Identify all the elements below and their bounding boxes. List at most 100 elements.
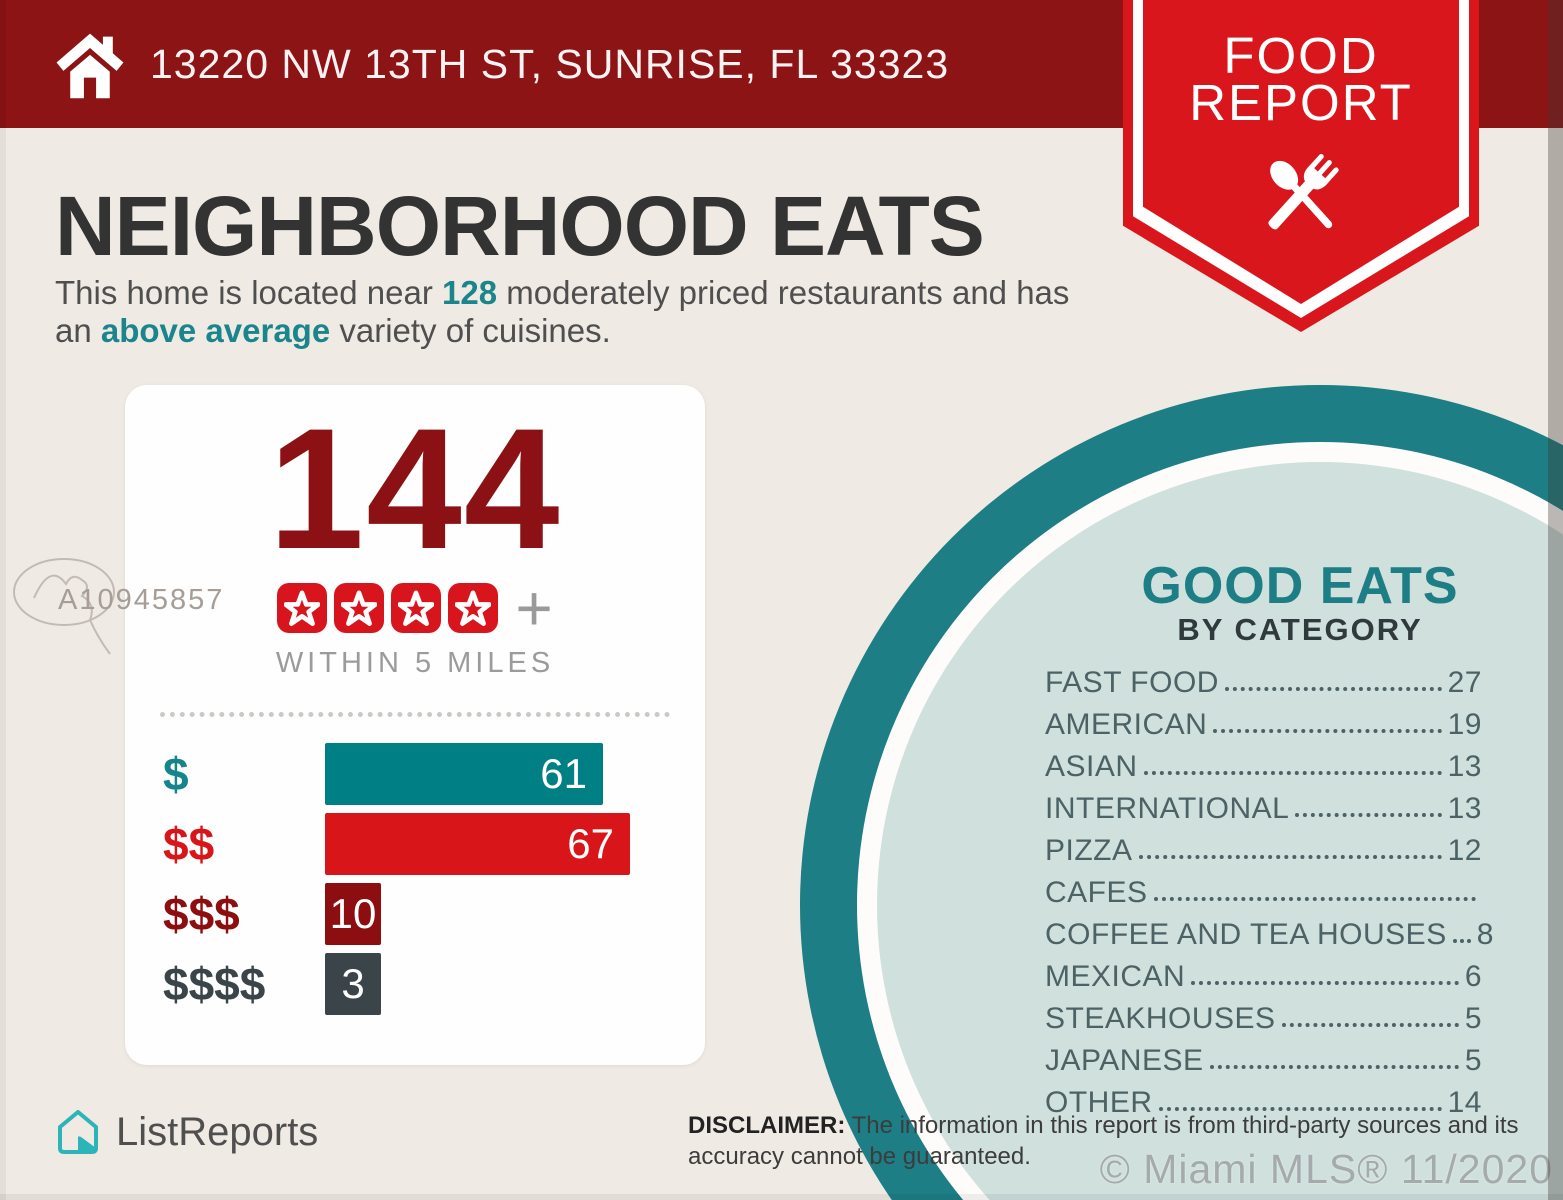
- price-tier-row: $$ 67: [125, 813, 705, 875]
- category-row: PIZZA 12: [1045, 826, 1482, 868]
- dotted-leader: [1191, 981, 1459, 985]
- category-value: 27: [1447, 666, 1482, 699]
- restaurant-count-card: 144 + WITHIN 5 MILES $ 61 $$: [125, 385, 705, 1065]
- disclaimer: DISCLAIMER: The information in this repo…: [688, 1110, 1519, 1172]
- mls-logo-watermark: [13, 558, 115, 655]
- category-label: STEAKHOUSES: [1045, 1002, 1276, 1035]
- page-title: NEIGHBORHOOD EATS: [55, 179, 985, 273]
- dotted-leader: [1138, 855, 1442, 859]
- mls-credit-watermark: © Miami MLS® 11/2020: [1099, 1146, 1553, 1192]
- property-address: 13220 NW 13TH ST, SUNRISE, FL 33323: [150, 40, 950, 87]
- price-tier-label: $$$$: [163, 958, 266, 1010]
- disclaimer-line1: The information in this report is from t…: [845, 1112, 1519, 1139]
- disclaimer-line2: accuracy cannot be guaranteed.: [688, 1143, 1031, 1170]
- price-tier-chart: $ 61 $$ 67 $$$ 10 $$$$ 3: [125, 743, 705, 1015]
- dotted-leader: [1295, 813, 1442, 817]
- price-tier-bar: 61: [325, 743, 603, 805]
- category-row: OTHER 14: [1045, 1078, 1482, 1120]
- category-row: MEXICAN 6: [1045, 952, 1482, 994]
- category-value: 5: [1464, 1044, 1482, 1077]
- category-label: ASIAN: [1045, 750, 1138, 783]
- category-row: AMERICAN 19: [1045, 700, 1482, 742]
- star-icon: [334, 583, 385, 633]
- star-icon: [448, 583, 499, 633]
- plus-icon: +: [515, 572, 553, 644]
- category-value: 13: [1447, 792, 1482, 825]
- ribbon-title-line1: FOOD: [1223, 27, 1379, 84]
- ribbon-title-line2: REPORT: [1189, 74, 1413, 131]
- category-value: 19: [1447, 708, 1482, 741]
- price-tier-label: $: [163, 748, 189, 800]
- category-value: 12: [1447, 834, 1482, 867]
- category-row: CAFES: [1045, 868, 1482, 910]
- good-eats-title: GOOD EATS: [1141, 557, 1459, 615]
- price-tier-label: $$: [163, 818, 215, 870]
- subtitle-text: variety of cuisines.: [330, 312, 611, 349]
- category-value: 14: [1447, 1086, 1482, 1119]
- category-label: MEXICAN: [1045, 960, 1186, 993]
- radius-label: WITHIN 5 MILES: [275, 647, 555, 679]
- price-tier-bar: 3: [325, 953, 381, 1015]
- scan-edge-bottom: [0, 1194, 1563, 1200]
- restaurant-count-highlight: 128: [442, 274, 498, 311]
- category-label: CAFES: [1045, 876, 1148, 909]
- price-tier-bar: 10: [325, 883, 381, 945]
- price-tier-value: 67: [567, 820, 614, 867]
- category-label: JAPANESE: [1045, 1044, 1204, 1077]
- price-tier-value: 10: [329, 890, 377, 937]
- subtitle-text: This home is located near: [55, 274, 443, 311]
- price-tier-label: $$$: [163, 888, 240, 940]
- dotted-leader: [1143, 771, 1442, 775]
- category-value: 13: [1447, 750, 1482, 783]
- star-icon: [391, 583, 442, 633]
- brand-name: ListReports: [116, 1109, 319, 1154]
- rating-stars: +: [125, 572, 705, 644]
- price-tier-value: 3: [341, 960, 365, 1007]
- category-row: INTERNATIONAL 13: [1045, 784, 1482, 826]
- disclaimer-label: DISCLAIMER:: [688, 1112, 846, 1139]
- category-row: JAPANESE 5: [1045, 1036, 1482, 1078]
- scan-edge-right: [1548, 0, 1563, 1200]
- scan-edge-left: [0, 0, 6, 1200]
- dotted-divider: [160, 712, 670, 717]
- category-value: 5: [1464, 1002, 1482, 1035]
- home-icon: [56, 33, 124, 99]
- dotted-leader: [1224, 687, 1442, 691]
- category-row: FAST FOOD 27: [1045, 658, 1482, 700]
- dotted-leader: [1153, 897, 1476, 901]
- category-label: OTHER: [1045, 1086, 1153, 1119]
- category-label: INTERNATIONAL: [1045, 792, 1290, 825]
- category-list: FAST FOOD 27 AMERICAN 19 ASIAN 13 INTERNATI…: [1045, 658, 1493, 1120]
- page-subtitle: This home is located near 128 moderately…: [55, 274, 1115, 350]
- good-eats-subtitle: BY CATEGORY: [1177, 612, 1423, 647]
- category-label: FAST FOOD: [1045, 666, 1219, 699]
- price-tier-row: $$$ 10: [125, 883, 705, 945]
- price-tier-row: $ 61: [125, 743, 705, 805]
- price-tier-value: 61: [540, 750, 587, 797]
- price-tier-row: $$$$ 3: [125, 953, 705, 1015]
- brand-logo: ListReports: [54, 1108, 318, 1156]
- price-tier-bar: 67: [325, 813, 630, 875]
- category-row: STEAKHOUSES 5: [1045, 994, 1482, 1036]
- category-label: COFFEE AND TEA HOUSES: [1045, 918, 1447, 951]
- variety-highlight: above average: [100, 312, 331, 349]
- listing-id-watermark: A10945857: [58, 584, 225, 616]
- category-label: AMERICAN: [1045, 708, 1208, 741]
- dotted-leader: [1281, 1023, 1459, 1027]
- total-restaurant-count: 144: [268, 393, 562, 585]
- category-value: 8: [1476, 918, 1494, 951]
- dotted-leader: [1213, 729, 1442, 733]
- crossed-spoon-fork-icon: [1268, 154, 1339, 230]
- star-icon: [277, 583, 328, 633]
- dotted-leader: [1209, 1065, 1459, 1069]
- category-row: ASIAN 13: [1045, 742, 1482, 784]
- dotted-leader: [1452, 939, 1471, 943]
- ribbon-content: FOOD REPORT: [1123, 0, 1479, 332]
- subtitle-text: moderately priced restaurants and has an: [55, 274, 1070, 349]
- category-row: COFFEE AND TEA HOUSES 8: [1045, 910, 1493, 952]
- listreports-house-icon: [58, 1110, 98, 1154]
- dotted-leader: [1158, 1107, 1442, 1111]
- category-value: 6: [1464, 960, 1482, 993]
- category-label: PIZZA: [1045, 834, 1133, 867]
